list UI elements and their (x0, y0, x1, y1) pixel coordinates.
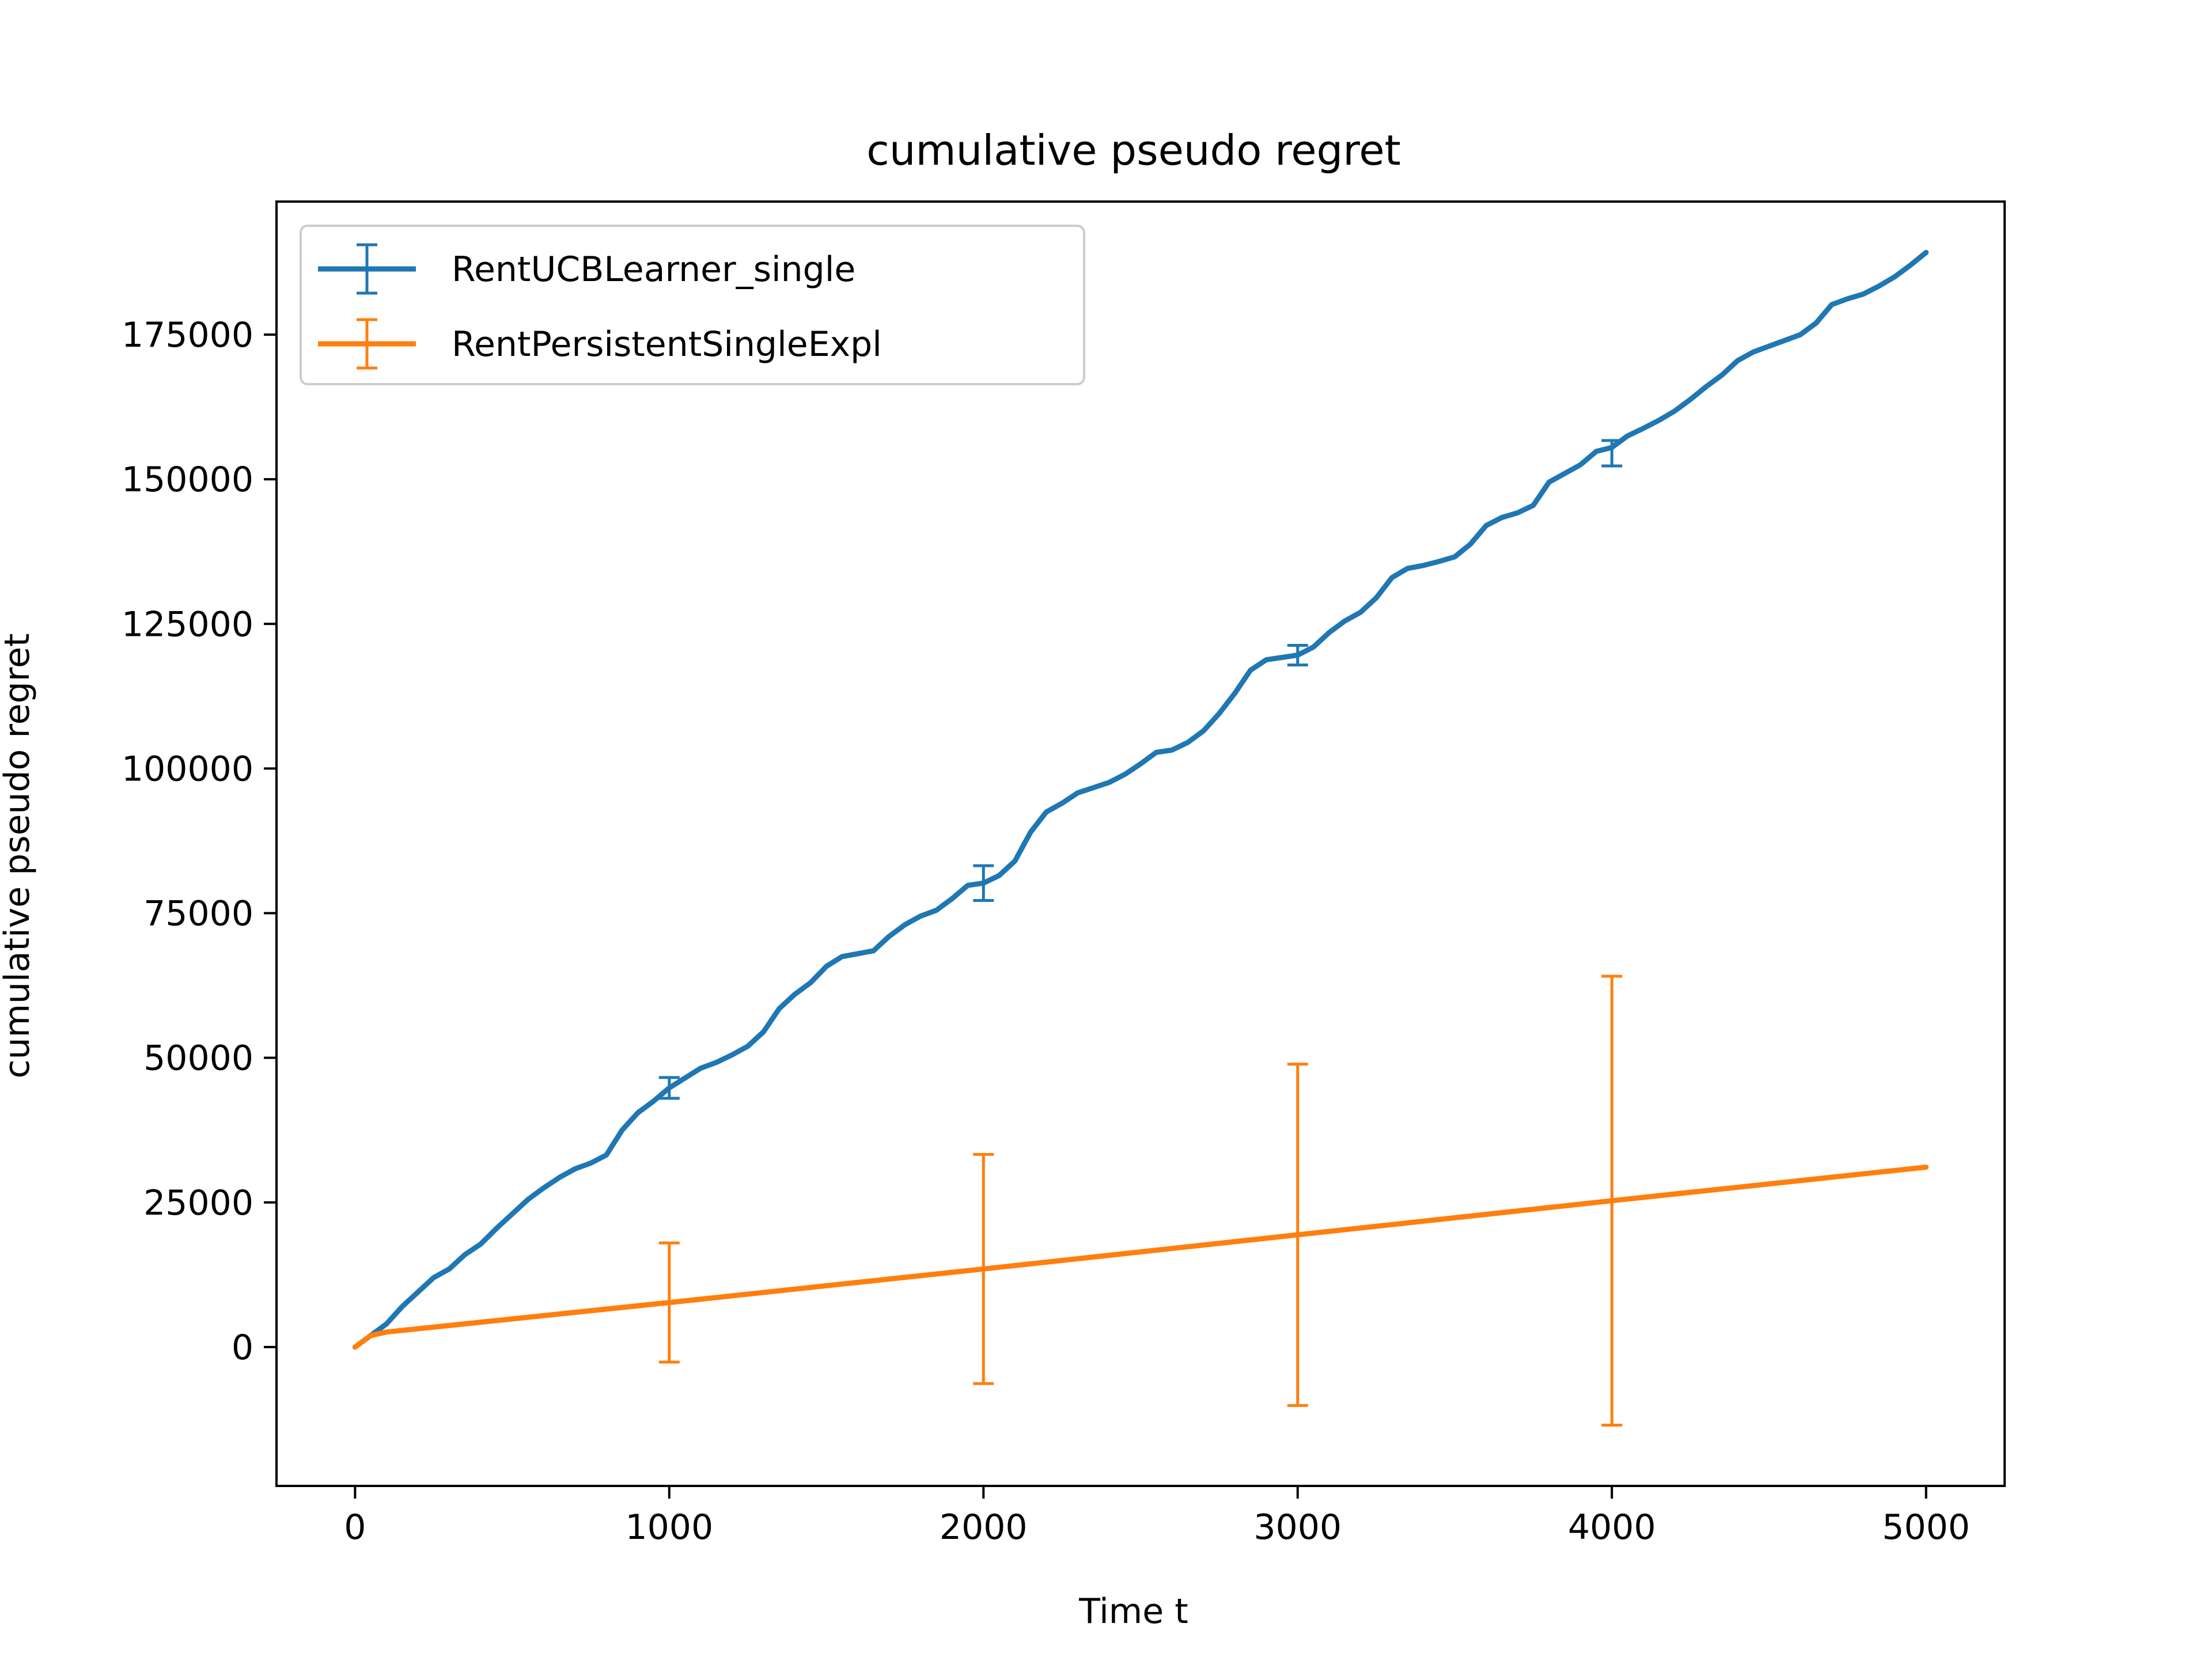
x-tick-label: 1000 (625, 1507, 713, 1548)
x-tick-label: 2000 (940, 1507, 1028, 1548)
legend-box (300, 225, 1085, 385)
y-tick-label: 50000 (143, 1038, 253, 1079)
y-tick-label: 150000 (122, 460, 253, 500)
x-tick-label: 4000 (1568, 1507, 1656, 1548)
x-tick-label: 0 (344, 1507, 366, 1548)
y-tick-label: 100000 (122, 749, 253, 789)
series-line-1 (352, 249, 1929, 1350)
y-tick-label: 0 (232, 1328, 253, 1368)
y-axis-label: cumulative pseudo regret (0, 634, 37, 1079)
x-tick-label: 3000 (1253, 1507, 1342, 1548)
legend-label-2: RentPersistentSingleExpl (452, 324, 882, 365)
series-line-2 (352, 1165, 1929, 1350)
x-axis-label: Time t (1078, 1591, 1188, 1632)
y-tick-label: 75000 (143, 894, 253, 934)
x-tick-label: 5000 (1882, 1507, 1970, 1548)
y-tick-label: 175000 (122, 315, 253, 355)
y-tick-label: 125000 (122, 604, 253, 644)
chart-title: cumulative pseudo regret (866, 126, 1401, 175)
y-tick-label: 25000 (143, 1183, 253, 1223)
plot-area: 0 1000 2000 3000 4000 50000250005000075000100… (122, 200, 2006, 1548)
plot-frame (275, 200, 2006, 1487)
legend: RentUCBLearner_single RentPersistentSingl… (300, 225, 1085, 385)
legend-label-1: RentUCBLearner_single (452, 249, 855, 290)
